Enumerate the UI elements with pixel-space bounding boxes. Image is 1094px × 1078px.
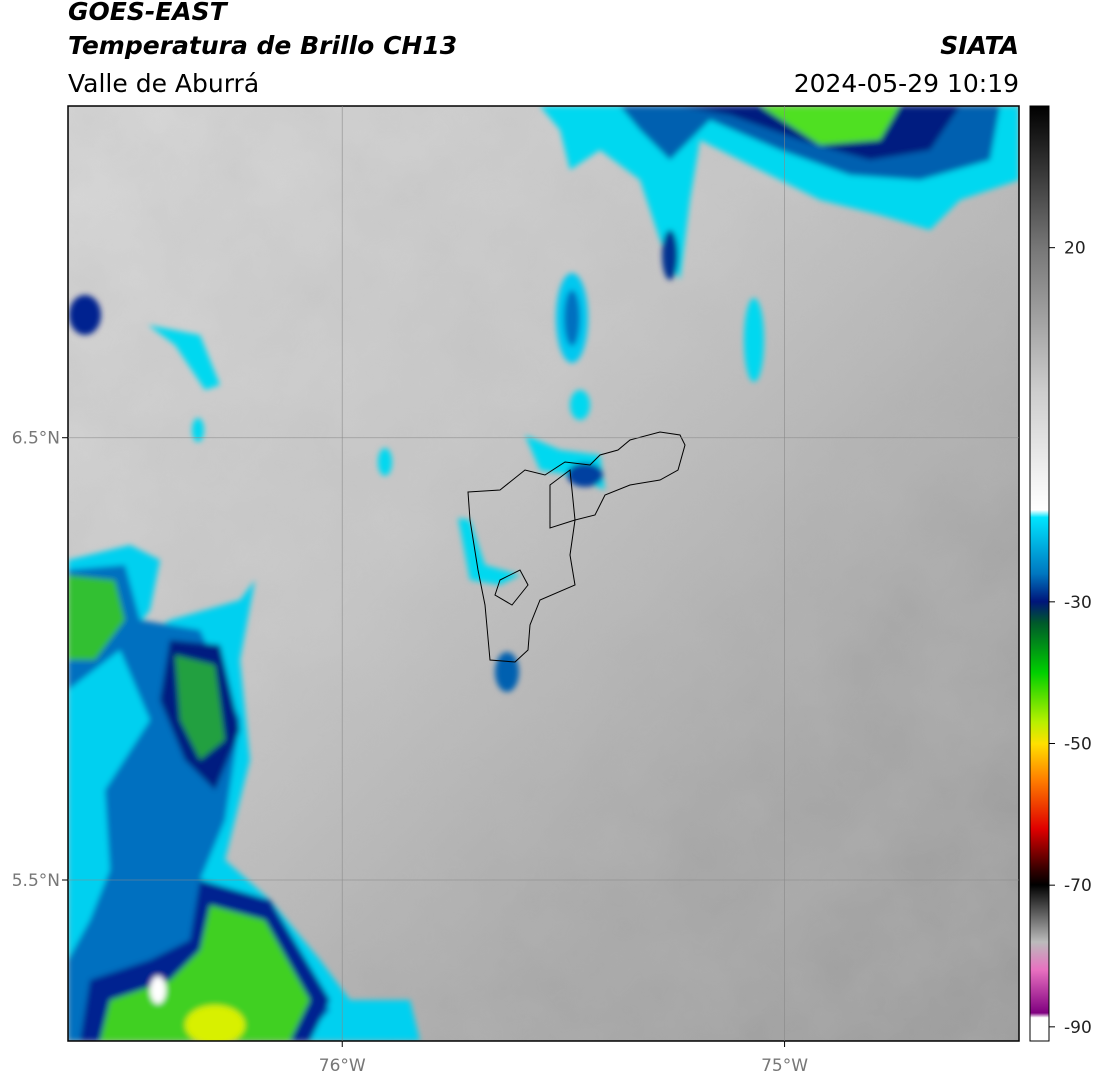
colorbar-tick-label: -90 [1064, 1018, 1092, 1038]
x-tick-label: 76°W [319, 1056, 366, 1076]
x-tick-label: 75°W [761, 1056, 808, 1076]
region: Valle de Aburrá [68, 69, 259, 98]
map-frame [67, 105, 1020, 1042]
colorbar-tick-label: -70 [1064, 876, 1092, 896]
subtitle: Temperatura de Brillo CH13 [68, 31, 457, 60]
datetime: 2024-05-29 10:19 [794, 69, 1019, 98]
satellite-image [68, 106, 1019, 1041]
source: SIATA [940, 31, 1019, 60]
colorbar-tick-label: 20 [1064, 239, 1086, 259]
y-tick-label: 6.5°N [12, 429, 60, 449]
colorbar-tick-label: -30 [1064, 593, 1092, 613]
colorbar-tick-label: -50 [1064, 735, 1092, 755]
colorbar [1029, 105, 1050, 1042]
y-tick-label: 5.5°N [12, 871, 60, 891]
title: GOES-EAST [68, 0, 229, 26]
